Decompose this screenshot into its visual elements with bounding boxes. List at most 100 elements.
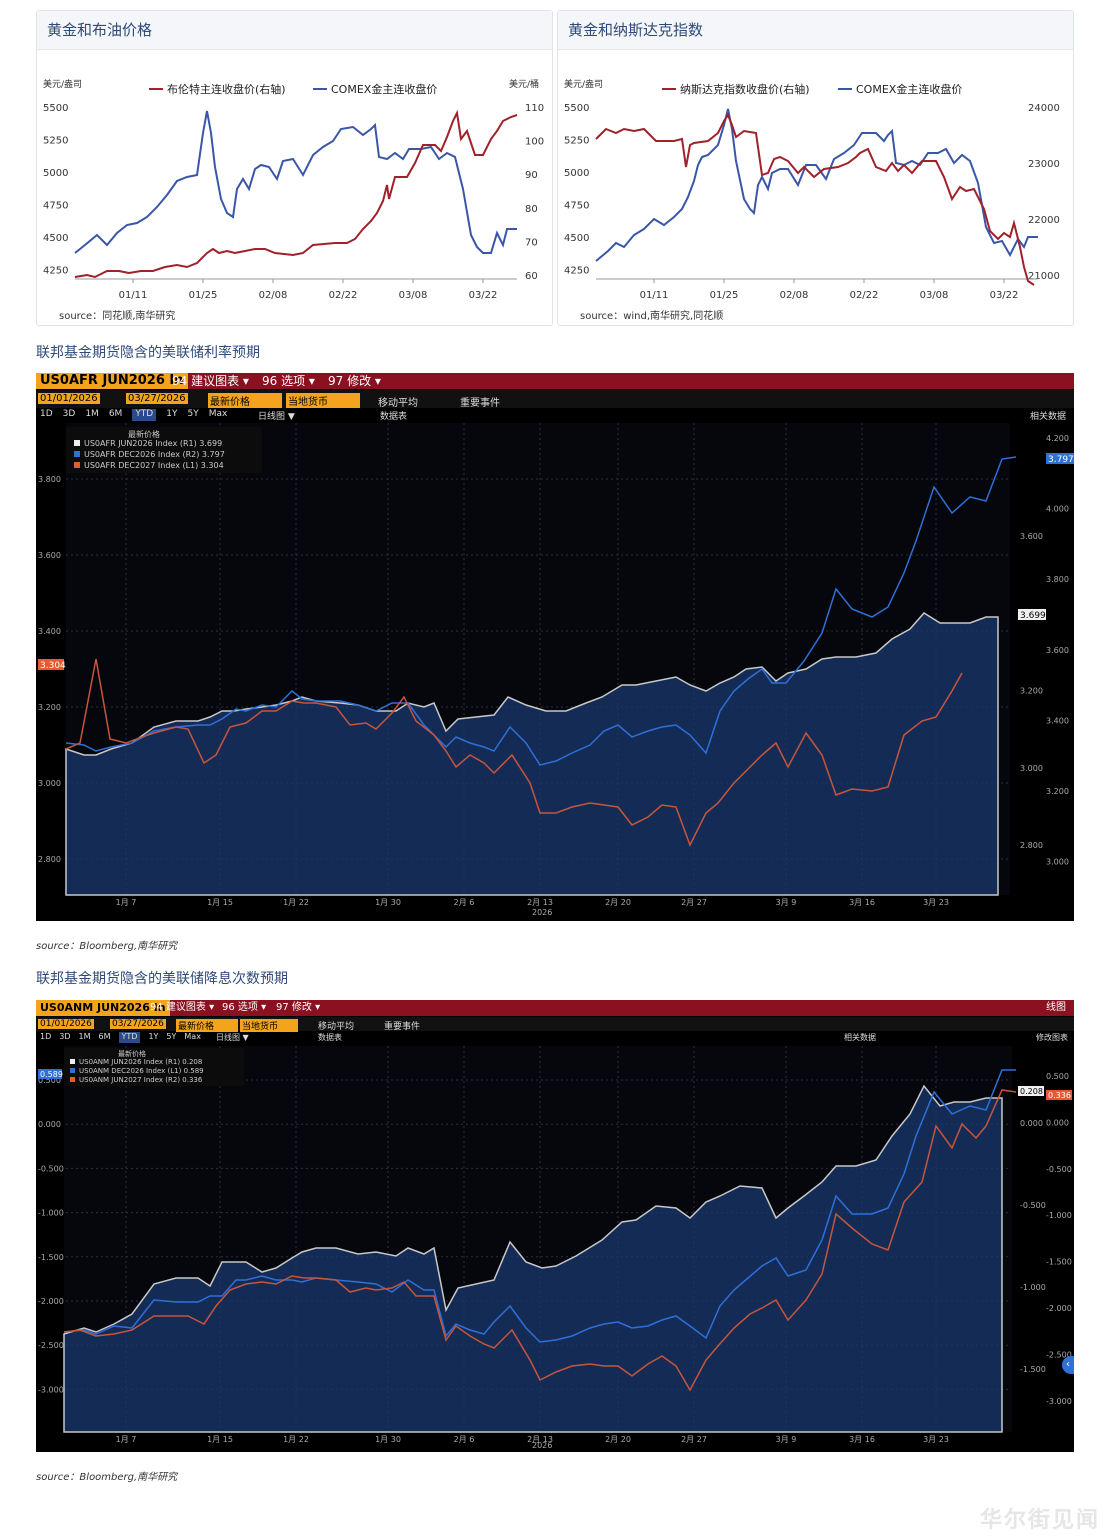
x-tick: 2月 20 — [605, 898, 631, 907]
y-tick-r1: -3.000 — [1046, 1397, 1072, 1406]
menu-options[interactable]: 96 选项 ▾ — [222, 1002, 267, 1013]
section-title-rate: 联邦基金期货隐含的美联储利率预期 — [36, 345, 260, 361]
y-tick-left: -1.000 — [38, 1209, 64, 1218]
menu-suggest[interactable]: 94 建议图表 ▾ — [150, 1002, 215, 1013]
y-tick-left: -2.500 — [38, 1341, 64, 1350]
toggle-events[interactable]: 重要事件 — [384, 1022, 421, 1032]
y-tick-r1: 3.800 — [1046, 575, 1069, 584]
chart-type[interactable]: 日线图 ▼ — [216, 1033, 249, 1042]
scroll-handle[interactable]: ‹ — [1062, 1356, 1074, 1374]
date-from[interactable]: 01/01/2026 — [38, 1019, 94, 1029]
x-tick: 03/22 — [990, 290, 1019, 301]
menu-options[interactable]: 96 选项 ▾ — [262, 374, 315, 388]
y-tick-left: 5000 — [564, 168, 589, 179]
legend-jun2027: US0ANM JUN2027 Index (R2) 0.336 — [79, 1076, 203, 1084]
legend-brent: 布伦特主连收盘价(右轴) — [167, 82, 286, 96]
y-tick-left: 4750 — [43, 201, 68, 212]
y-tick-left: 5250 — [564, 136, 589, 147]
modify-chart[interactable]: 修改图表 — [1036, 1033, 1068, 1042]
date-to[interactable]: 03/27/2026 — [126, 393, 188, 404]
period-6m[interactable]: 6M — [108, 409, 123, 419]
y-tick-right: 23000 — [1028, 159, 1060, 170]
period-max[interactable]: Max — [184, 1032, 201, 1041]
field-select[interactable]: 最新价格 — [176, 1019, 238, 1032]
related-data[interactable]: 相关数据 — [844, 1033, 876, 1042]
period-ytd[interactable]: YTD — [132, 409, 157, 421]
chart-type[interactable]: 日线图 ▼ — [258, 412, 295, 422]
y-tick-left: 4750 — [564, 201, 589, 212]
y-tick-r2: -0.500 — [1020, 1201, 1046, 1210]
period-3d[interactable]: 3D — [59, 1032, 71, 1041]
y-tick-right: 90 — [525, 170, 538, 181]
jun2026-area — [65, 612, 999, 896]
period-max[interactable]: Max — [208, 409, 228, 419]
y-tick-left: -3.000 — [38, 1385, 64, 1394]
toggle-ma[interactable]: 移动平均 — [378, 398, 418, 409]
tag-l1: 3.304 — [40, 661, 66, 671]
period-1m[interactable]: 1M — [78, 1032, 91, 1041]
y-tick-r2: -1.000 — [1020, 1283, 1046, 1292]
currency-select[interactable]: 当地货币 — [240, 1019, 298, 1032]
gold-line — [595, 108, 1038, 262]
toggle-events[interactable]: 重要事件 — [460, 398, 500, 409]
y-tick-left: 3.600 — [38, 551, 61, 560]
x-tick: 1月 7 — [116, 898, 137, 907]
period-5y[interactable]: 5Y — [166, 1032, 177, 1041]
legend-gold: COMEX金主连收盘价 — [331, 82, 437, 96]
menu-suggest[interactable]: 94 建议图表 ▾ — [172, 374, 249, 388]
x-tick: 3月 9 — [776, 898, 797, 907]
currency-select[interactable]: 当地货币 — [286, 393, 360, 408]
jun2026-area — [63, 1084, 1003, 1433]
y-tick-left: 5000 — [43, 168, 68, 179]
x-tick: 1月 15 — [207, 1435, 233, 1444]
title-bar — [36, 373, 1074, 389]
ticker-label: US0ANM JUN2026 In — [36, 1000, 170, 1016]
period-5y[interactable]: 5Y — [187, 409, 199, 419]
year-label: 2026 — [532, 1441, 552, 1450]
x-tick: 02/22 — [329, 290, 358, 301]
toggle-ma[interactable]: 移动平均 — [318, 1022, 355, 1032]
period-3d[interactable]: 3D — [62, 409, 76, 419]
period-1y[interactable]: 1Y — [148, 1032, 159, 1041]
y-tick-r1: 0.500 — [1046, 1072, 1069, 1081]
y-tick-right: 24000 — [1028, 103, 1060, 114]
period-1d[interactable]: 1D — [40, 409, 53, 419]
right-unit: 美元/桶 — [509, 78, 539, 90]
date-to[interactable]: 03/27/2026 — [110, 1019, 166, 1029]
date-from[interactable]: 01/01/2026 — [38, 393, 100, 404]
data-table-link[interactable]: 数据表 — [380, 412, 408, 422]
legend-dec2026: US0AFR DEC2026 Index (R2) 3.797 — [84, 450, 225, 459]
period-1y[interactable]: 1Y — [166, 409, 178, 419]
brent-line — [74, 109, 518, 279]
source-note: source：Bloomberg,南华研究 — [36, 1472, 178, 1483]
x-tick: 01/25 — [189, 290, 218, 301]
legend-jun2026: US0ANM JUN2026 Index (R1) 0.208 — [79, 1058, 202, 1066]
period-1d[interactable]: 1D — [40, 1032, 52, 1041]
x-tick: 02/08 — [259, 290, 288, 301]
line-chart-label[interactable]: 线图 — [1046, 1002, 1066, 1013]
dec2026-line — [63, 1069, 1016, 1343]
related-data[interactable]: 相关数据 — [1029, 412, 1066, 422]
x-tick: 02/22 — [850, 290, 879, 301]
y-tick-r1: -1.500 — [1046, 1258, 1072, 1267]
legend-dec2026: US0ANM DEC2026 Index (L1) 0.589 — [79, 1067, 204, 1075]
jun2027-line — [63, 1089, 1017, 1392]
period-1m[interactable]: 1M — [85, 409, 99, 419]
legend-gold: COMEX金主连收盘价 — [856, 82, 962, 96]
menu-modify[interactable]: 97 修改 ▾ — [276, 1002, 321, 1013]
x-tick: 01/11 — [640, 290, 669, 301]
y-tick-left: 0.500 — [38, 1076, 61, 1085]
x-tick: 01/11 — [119, 290, 148, 301]
nasdaq-line — [595, 112, 1035, 286]
menu-modify[interactable]: 97 修改 ▾ — [328, 374, 381, 388]
x-tick: 2月 6 — [454, 1435, 475, 1444]
x-tick: 1月 30 — [375, 1435, 401, 1444]
period-6m[interactable]: 6M — [98, 1032, 111, 1041]
dec2027-line — [65, 658, 963, 847]
field-select[interactable]: 最新价格 — [208, 393, 282, 408]
y-tick-left: 4250 — [43, 266, 68, 277]
x-tick: 02/08 — [780, 290, 809, 301]
data-table-link[interactable]: 数据表 — [318, 1033, 342, 1042]
period-ytd[interactable]: YTD — [118, 1032, 141, 1043]
tag-r1: 3.699 — [1020, 611, 1046, 621]
